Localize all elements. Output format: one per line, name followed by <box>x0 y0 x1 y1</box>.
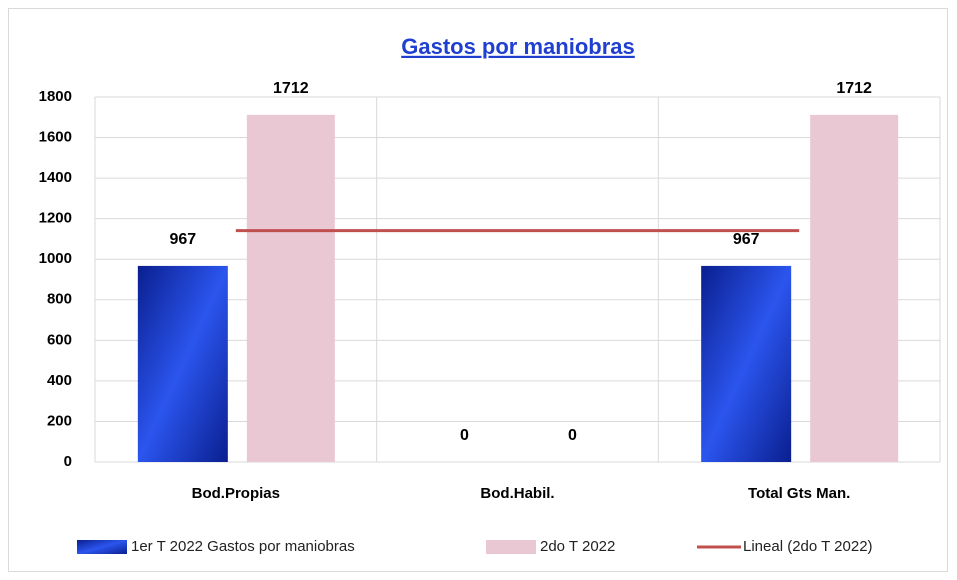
bar <box>246 114 335 462</box>
data-label: 0 <box>568 427 577 444</box>
y-tick-label: 0 <box>64 453 72 470</box>
y-tick-label: 1800 <box>39 88 72 105</box>
y-tick-label: 1000 <box>39 250 72 267</box>
legend-label: 1er T 2022 Gastos por maniobras <box>131 538 355 555</box>
y-tick-label: 1200 <box>39 210 72 227</box>
chart-title: Gastos por maniobras <box>401 34 635 59</box>
legend-label: 2do T 2022 <box>540 538 615 555</box>
y-tick-label: 1400 <box>39 169 72 186</box>
x-tick-label: Total Gts Man. <box>748 485 850 502</box>
x-tick-label: Bod.Habil. <box>480 485 554 502</box>
x-tick-label: Bod.Propias <box>192 485 280 502</box>
legend-swatch <box>77 540 127 554</box>
data-label: 1712 <box>836 80 872 97</box>
y-tick-label: 1600 <box>39 129 72 146</box>
data-label: 967 <box>733 231 760 248</box>
y-tick-label: 800 <box>47 291 72 308</box>
y-tick-label: 200 <box>47 412 72 429</box>
data-label: 1712 <box>273 80 309 97</box>
bar <box>137 265 228 462</box>
bar <box>701 265 792 462</box>
y-tick-label: 600 <box>47 331 72 348</box>
legend-swatch <box>486 540 536 554</box>
legend-label: Lineal (2do T 2022) <box>743 538 873 555</box>
data-label: 967 <box>169 231 196 248</box>
bar <box>810 114 899 462</box>
data-label: 0 <box>460 427 469 444</box>
y-tick-label: 400 <box>47 372 72 389</box>
